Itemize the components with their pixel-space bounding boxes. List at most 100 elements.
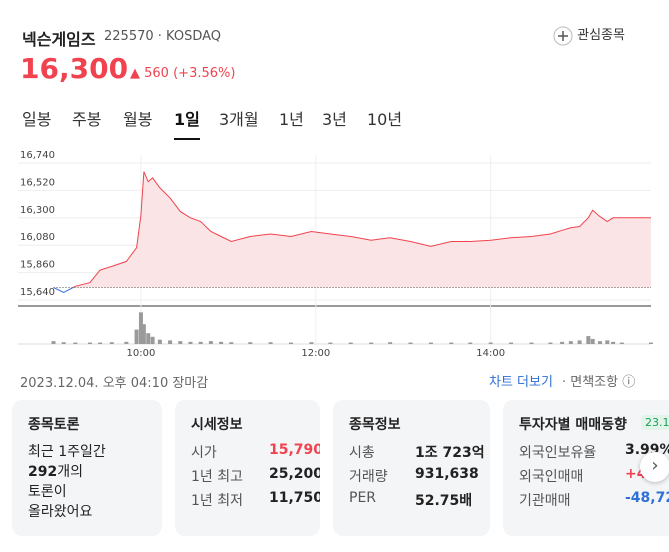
row-label: 거래량	[349, 469, 388, 485]
volume-bar	[509, 342, 514, 344]
stock-code-line: 225570 · KOSDAQ	[104, 29, 222, 44]
disclaimer-link[interactable]: · 면책조항 ⓘ	[562, 375, 636, 390]
disclaimer: 면책조항	[570, 375, 619, 390]
price-change: ▲ 560 (+3.56%)	[130, 66, 236, 81]
volume-bar	[560, 341, 565, 344]
text-line: 올라왔어요	[28, 504, 93, 520]
volume-bar	[208, 341, 213, 344]
info-row: 외국인보유율 3.99%	[519, 442, 669, 462]
volume-bar	[388, 342, 393, 344]
text-line: 292개의	[28, 462, 106, 482]
volume-bar	[449, 342, 454, 344]
volume-bar	[98, 342, 103, 344]
info-row: PER 52.75배	[349, 490, 490, 509]
volume-bar	[178, 341, 183, 344]
card-title: 종목토론	[28, 417, 80, 433]
volume-bar	[124, 341, 129, 344]
volume-bar	[229, 342, 234, 344]
volume-bar	[138, 312, 143, 344]
volume-bar	[408, 342, 413, 344]
row-label: 기관매매	[519, 493, 571, 509]
volume-bar	[348, 342, 353, 344]
change-pct: (+3.56%)	[173, 66, 236, 81]
period-tab[interactable]: 3년	[322, 110, 347, 129]
count-suffix: 개의	[57, 464, 83, 480]
period-tab[interactable]: 1년	[279, 110, 304, 129]
period-tab[interactable]: 일봉	[22, 110, 52, 129]
period-tab[interactable]: 1일	[174, 106, 200, 140]
info-row: 1년 최고 25,200	[191, 466, 320, 486]
current-price: 16,300	[20, 52, 129, 85]
volume-bar	[619, 342, 624, 344]
volume-bar	[468, 342, 473, 344]
y-tick-label: 16,080	[20, 232, 55, 243]
volume-bar	[188, 341, 193, 344]
row-value: 25,200	[269, 466, 320, 482]
volume-bar	[597, 341, 602, 344]
volume-bar	[611, 341, 616, 344]
info-row: 시가 15,790	[191, 442, 320, 462]
row-label: 외국인매매	[519, 469, 584, 485]
period-tab[interactable]: 10년	[367, 110, 403, 129]
plus-icon	[553, 26, 573, 45]
next-button[interactable]: ›	[640, 452, 669, 482]
card-title: 시세정보	[191, 417, 243, 433]
row-label: 외국인보유율	[519, 445, 597, 461]
row-label: 1년 최고	[191, 469, 243, 485]
discussion-card[interactable]: 종목토론 최근 1주일간 292개의 토론이 올라왔어요	[12, 400, 162, 536]
volume-bar	[586, 336, 591, 344]
volume-bar	[73, 342, 78, 344]
row-value: 52.75배	[415, 493, 473, 509]
volume-bar	[328, 342, 333, 344]
stock-name: 넥슨게임즈	[22, 30, 96, 49]
watch-button[interactable]: 관심종목	[553, 24, 625, 46]
card-title: 종목정보	[349, 417, 401, 433]
volume-bar	[529, 342, 534, 344]
period-tab[interactable]: 월봉	[123, 110, 153, 129]
volume-bar	[51, 341, 56, 344]
info-card[interactable]: 종목정보 시총 1조 723억 거래량 931,638 PER 52.75배	[333, 400, 490, 536]
row-label: 1년 최저	[191, 493, 243, 509]
volume-bar	[141, 324, 146, 344]
y-tick-label: 16,300	[20, 205, 55, 216]
price-line	[53, 171, 651, 288]
y-tick-label: 16,520	[20, 177, 55, 188]
row-label: PER	[349, 490, 377, 506]
x-tick-label: 12:00	[301, 348, 330, 359]
discussion-text: 최근 1주일간 292개의 토론이 올라왔어요	[28, 442, 106, 522]
volume-bar	[568, 341, 573, 344]
volume-bar	[289, 342, 294, 344]
info-row: 기관매매 -48,728	[519, 490, 669, 510]
volume-bar	[219, 341, 224, 344]
row-value: -48,728	[625, 490, 669, 506]
volume-bar	[268, 342, 273, 344]
x-tick-label: 10:00	[127, 348, 156, 359]
volume-bar	[309, 342, 314, 344]
volume-bar	[109, 342, 114, 344]
count: 292	[28, 464, 58, 480]
volume-bar	[248, 342, 253, 344]
volume-bar	[649, 342, 653, 344]
volume-bar	[157, 339, 162, 344]
row-value: 11,750	[269, 490, 320, 506]
volume-bar	[369, 342, 374, 344]
card-title: 투자자별 매매동향	[519, 417, 627, 433]
more-link[interactable]: 차트 더보기	[489, 375, 553, 390]
volume-bar	[61, 342, 66, 344]
volume-bar	[590, 338, 595, 344]
volume-bar	[577, 340, 582, 344]
info-row: 거래량 931,638	[349, 466, 490, 486]
period-tab[interactable]: 3개월	[219, 110, 259, 129]
y-tick-label: 15,860	[20, 260, 55, 271]
volume-bar	[168, 340, 173, 344]
stock-code: 225570	[104, 29, 154, 44]
market: KOSDAQ	[166, 29, 222, 44]
text-line: 최근 1주일간	[28, 444, 106, 460]
volume-bar	[605, 340, 610, 344]
period-tab[interactable]: 주봉	[72, 110, 102, 129]
volume-bar	[134, 329, 139, 344]
volume-bar	[198, 341, 203, 344]
change: 560	[144, 66, 169, 81]
